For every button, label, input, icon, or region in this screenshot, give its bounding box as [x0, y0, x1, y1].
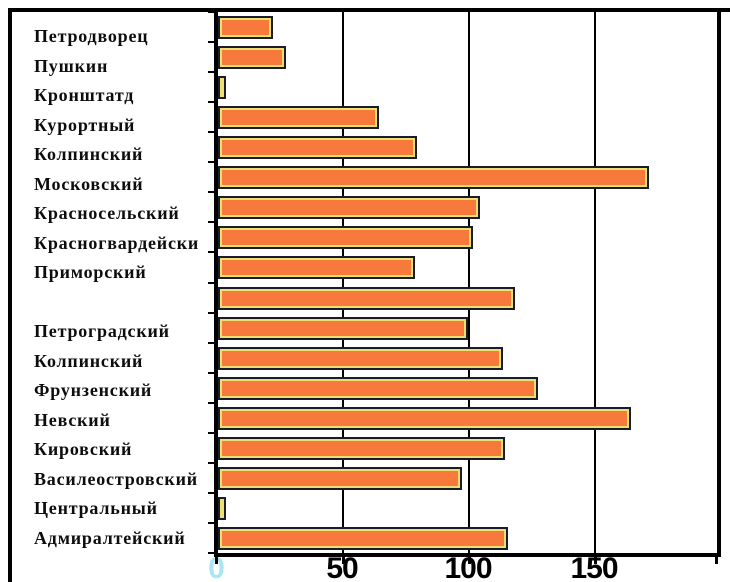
category-label-Кронштатд: Кронштатд	[34, 84, 135, 105]
y-axis-tick	[208, 552, 218, 554]
category-label-Пушкин: Пушкин	[34, 55, 109, 76]
bar-Петродворец	[218, 16, 273, 39]
x-axis-tick-100	[468, 557, 471, 564]
gridline-50	[342, 12, 344, 553]
category-label-Центральный: Центральный	[34, 498, 158, 519]
bar-Василеостровский	[218, 467, 462, 490]
y-axis-tick	[208, 11, 218, 13]
y-axis-tick	[208, 522, 218, 524]
category-label-Красносельский: Красносельский	[34, 202, 180, 223]
chart-border-top	[8, 8, 730, 12]
y-axis-tick	[208, 492, 218, 494]
category-label-Красногвардейски: Красногвардейски	[34, 232, 200, 253]
category-label-Василеостровский: Василеостровский	[34, 469, 198, 490]
category-label-Московский: Московский	[34, 173, 144, 194]
bar-Фрунзенский	[218, 377, 538, 400]
gridline-100	[468, 12, 470, 553]
bar-Курортный	[218, 106, 379, 129]
y-axis-tick	[208, 131, 218, 133]
category-label-Невский: Невский	[34, 410, 111, 431]
bar-row-10	[218, 287, 515, 310]
bar-Московский	[218, 166, 649, 189]
category-label-Адмиралтейский: Адмиралтейский	[34, 528, 186, 549]
bar-Адмиралтейский	[218, 527, 508, 550]
x-axis-tick-label-0: 0	[208, 552, 225, 582]
bar-Красногвардейски	[218, 226, 473, 249]
bar-Пушкин	[218, 46, 286, 69]
bar-Приморский	[218, 256, 415, 279]
y-axis-tick	[208, 282, 218, 284]
y-axis-tick	[208, 432, 218, 434]
bar-Колпинский	[218, 136, 417, 159]
x-axis-tick-right-edge	[715, 557, 718, 564]
category-label-Петродворец: Петродворец	[34, 25, 149, 46]
y-axis-tick	[208, 312, 218, 314]
category-label-Приморский: Приморский	[34, 261, 147, 282]
bar-Невский	[218, 407, 631, 430]
y-axis-tick	[208, 221, 218, 223]
x-axis-tick-150	[594, 557, 597, 564]
category-label-Колпинский: Колпинский	[34, 351, 144, 372]
y-axis-tick	[208, 402, 218, 404]
y-axis-tick	[208, 161, 218, 163]
bar-Кировский	[218, 437, 505, 460]
category-label-Фрунзенский: Фрунзенский	[34, 380, 153, 401]
y-axis-tick	[208, 41, 218, 43]
y-axis-tick	[208, 462, 218, 464]
bar-Кронштатд	[218, 76, 226, 99]
category-axis-labels: Петродворец Пушкин Кронштатд Курортный Колпи…	[12, 12, 214, 553]
category-label-Кировский: Кировский	[34, 439, 133, 460]
bar-Центральный	[218, 497, 226, 520]
y-axis-tick	[208, 191, 218, 193]
y-axis-tick	[208, 372, 218, 374]
x-axis-tick-labels: 0 50 100 150	[0, 552, 730, 582]
x-axis-tick-0	[215, 557, 218, 564]
plot-area	[208, 11, 721, 564]
category-label-Курортный: Курортный	[34, 114, 136, 135]
bar-Петроградский	[218, 317, 468, 340]
y-axis-tick	[208, 101, 218, 103]
y-axis-tick	[208, 342, 218, 344]
y-axis-tick	[208, 71, 218, 73]
y-axis-tick	[208, 251, 218, 253]
chart-border-left	[8, 8, 12, 582]
category-label-Колпинский: Колпинский	[34, 143, 144, 164]
category-label-Петроградский: Петроградский	[34, 321, 170, 342]
x-axis-tick-50	[342, 557, 345, 564]
bar-Колпинский	[218, 347, 503, 370]
gridline-150	[594, 12, 596, 553]
bar-Красносельский	[218, 196, 480, 219]
